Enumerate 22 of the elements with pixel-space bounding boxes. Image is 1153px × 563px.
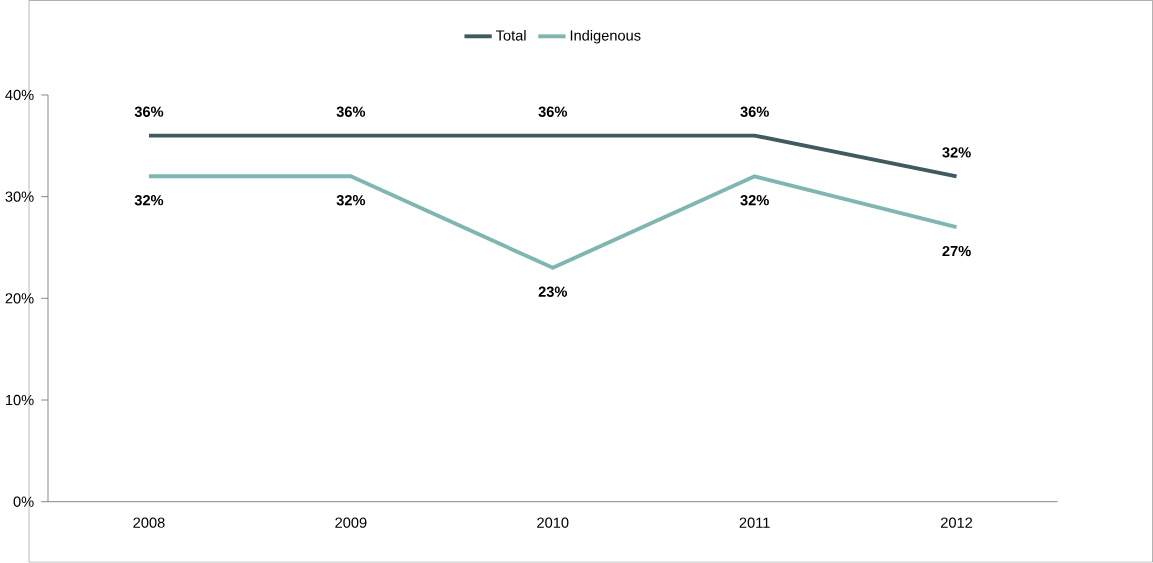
data-label: 32% xyxy=(740,195,769,206)
data-label: 23% xyxy=(538,286,568,298)
x-tick-label: 2012 xyxy=(941,517,973,529)
y-tick-label: 30% xyxy=(5,191,34,203)
data-label: 27% xyxy=(942,246,971,257)
data-label: 32% xyxy=(134,195,164,206)
y-tick-label: 20% xyxy=(5,293,34,304)
x-tick-label: 2010 xyxy=(537,517,569,529)
x-tick-label: 2009 xyxy=(335,517,367,529)
data-label: 32% xyxy=(942,147,971,158)
data-label: 32% xyxy=(336,195,366,206)
y-tick-label: 10% xyxy=(6,395,34,406)
data-label: 36% xyxy=(134,106,164,118)
legend-label: Total xyxy=(495,30,526,41)
x-tick-label: 2011 xyxy=(739,517,770,529)
y-tick-label: 40% xyxy=(5,89,34,101)
y-tick-label: 0% xyxy=(13,496,34,508)
legend-label: Indigenous xyxy=(570,30,641,44)
data-label: 36% xyxy=(740,106,769,118)
data-label: 36% xyxy=(336,106,366,118)
data-label: 36% xyxy=(538,106,568,118)
x-tick-label: 2008 xyxy=(133,517,165,529)
